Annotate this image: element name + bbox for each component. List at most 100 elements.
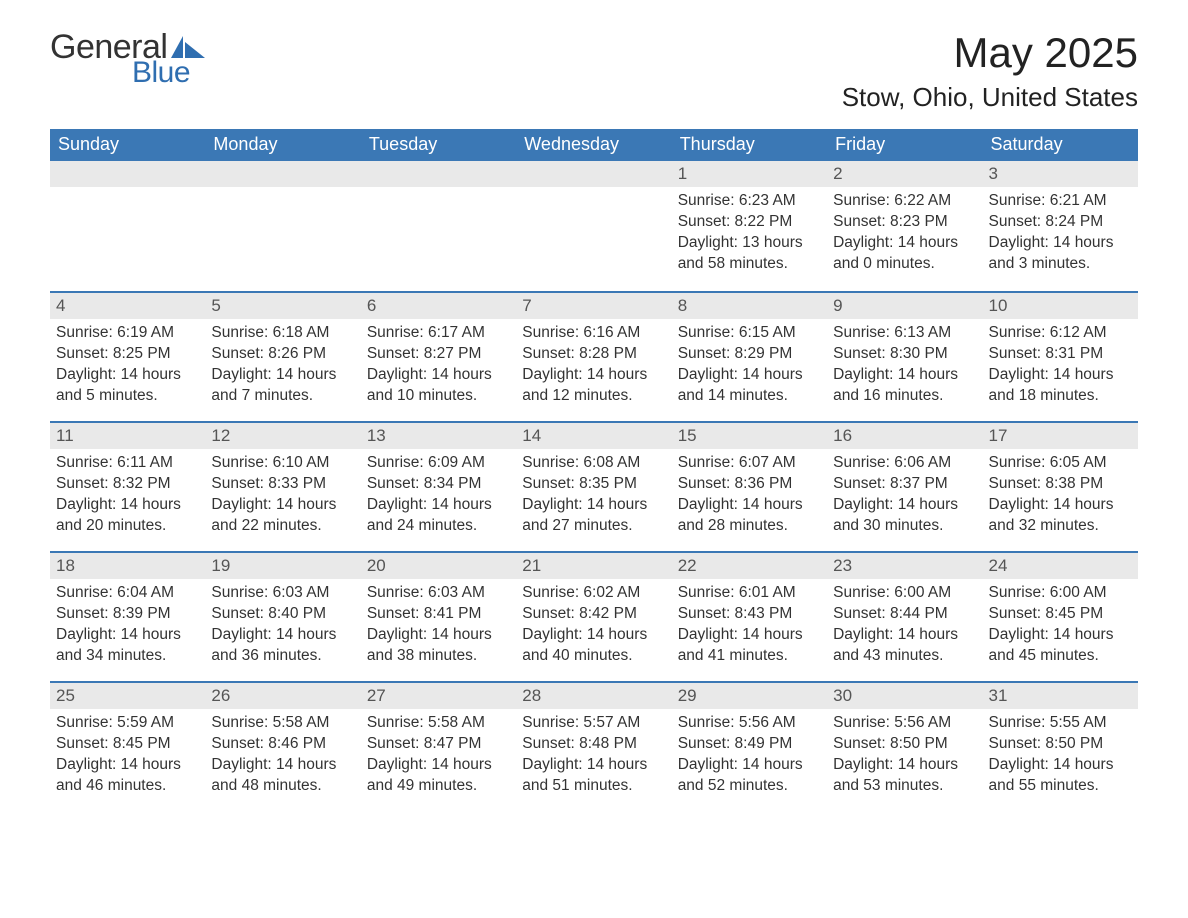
weekday-header: Thursday — [672, 129, 827, 161]
daylight-line-2: and 58 minutes. — [678, 254, 821, 275]
day-number: 11 — [50, 423, 205, 449]
sunset-line: Sunset: 8:36 PM — [678, 474, 821, 495]
sunset-line: Sunset: 8:42 PM — [522, 604, 665, 625]
daylight-line-1: Daylight: 14 hours — [56, 625, 199, 646]
day-number: 23 — [827, 553, 982, 579]
day-cell: 12Sunrise: 6:10 AMSunset: 8:33 PMDayligh… — [205, 423, 360, 551]
day-cell: 24Sunrise: 6:00 AMSunset: 8:45 PMDayligh… — [983, 553, 1138, 681]
sunset-line: Sunset: 8:33 PM — [211, 474, 354, 495]
sunset-line: Sunset: 8:45 PM — [56, 734, 199, 755]
sunset-line: Sunset: 8:50 PM — [989, 734, 1132, 755]
day-cell: 15Sunrise: 6:07 AMSunset: 8:36 PMDayligh… — [672, 423, 827, 551]
daylight-line-1: Daylight: 14 hours — [367, 755, 510, 776]
day-number: 16 — [827, 423, 982, 449]
day-cell: 5Sunrise: 6:18 AMSunset: 8:26 PMDaylight… — [205, 293, 360, 421]
sunset-line: Sunset: 8:30 PM — [833, 344, 976, 365]
day-details: Sunrise: 6:09 AMSunset: 8:34 PMDaylight:… — [367, 453, 510, 537]
daylight-line-1: Daylight: 14 hours — [522, 625, 665, 646]
daylight-line-1: Daylight: 14 hours — [989, 495, 1132, 516]
daylight-line-1: Daylight: 14 hours — [833, 495, 976, 516]
daylight-line-2: and 43 minutes. — [833, 646, 976, 667]
day-details: Sunrise: 6:13 AMSunset: 8:30 PMDaylight:… — [833, 323, 976, 407]
day-details: Sunrise: 6:21 AMSunset: 8:24 PMDaylight:… — [989, 191, 1132, 275]
daylight-line-1: Daylight: 14 hours — [833, 755, 976, 776]
daylight-line-2: and 0 minutes. — [833, 254, 976, 275]
sunset-line: Sunset: 8:22 PM — [678, 212, 821, 233]
sunrise-line: Sunrise: 6:04 AM — [56, 583, 199, 604]
sunrise-line: Sunrise: 5:56 AM — [678, 713, 821, 734]
daylight-line-2: and 38 minutes. — [367, 646, 510, 667]
day-number: 14 — [516, 423, 671, 449]
sunrise-line: Sunrise: 6:13 AM — [833, 323, 976, 344]
daylight-line-2: and 53 minutes. — [833, 776, 976, 797]
day-number — [50, 161, 205, 187]
day-cell: 6Sunrise: 6:17 AMSunset: 8:27 PMDaylight… — [361, 293, 516, 421]
sunset-line: Sunset: 8:38 PM — [989, 474, 1132, 495]
week-row: 18Sunrise: 6:04 AMSunset: 8:39 PMDayligh… — [50, 551, 1138, 681]
sunrise-line: Sunrise: 6:11 AM — [56, 453, 199, 474]
daylight-line-2: and 10 minutes. — [367, 386, 510, 407]
location-title: Stow, Ohio, United States — [842, 82, 1138, 113]
sunrise-line: Sunrise: 5:58 AM — [367, 713, 510, 734]
day-details: Sunrise: 6:12 AMSunset: 8:31 PMDaylight:… — [989, 323, 1132, 407]
sunrise-line: Sunrise: 5:56 AM — [833, 713, 976, 734]
sunrise-line: Sunrise: 6:21 AM — [989, 191, 1132, 212]
daylight-line-2: and 12 minutes. — [522, 386, 665, 407]
day-number: 5 — [205, 293, 360, 319]
day-cell: 22Sunrise: 6:01 AMSunset: 8:43 PMDayligh… — [672, 553, 827, 681]
sunrise-line: Sunrise: 6:08 AM — [522, 453, 665, 474]
day-cell: 21Sunrise: 6:02 AMSunset: 8:42 PMDayligh… — [516, 553, 671, 681]
day-details: Sunrise: 5:55 AMSunset: 8:50 PMDaylight:… — [989, 713, 1132, 797]
daylight-line-2: and 32 minutes. — [989, 516, 1132, 537]
daylight-line-1: Daylight: 14 hours — [56, 365, 199, 386]
sunrise-line: Sunrise: 6:03 AM — [211, 583, 354, 604]
day-details: Sunrise: 6:23 AMSunset: 8:22 PMDaylight:… — [678, 191, 821, 275]
day-cell: 17Sunrise: 6:05 AMSunset: 8:38 PMDayligh… — [983, 423, 1138, 551]
day-cell: 7Sunrise: 6:16 AMSunset: 8:28 PMDaylight… — [516, 293, 671, 421]
day-cell: 29Sunrise: 5:56 AMSunset: 8:49 PMDayligh… — [672, 683, 827, 811]
day-details: Sunrise: 6:17 AMSunset: 8:27 PMDaylight:… — [367, 323, 510, 407]
day-cell: 30Sunrise: 5:56 AMSunset: 8:50 PMDayligh… — [827, 683, 982, 811]
day-details: Sunrise: 5:59 AMSunset: 8:45 PMDaylight:… — [56, 713, 199, 797]
daylight-line-2: and 18 minutes. — [989, 386, 1132, 407]
daylight-line-2: and 49 minutes. — [367, 776, 510, 797]
day-details: Sunrise: 6:00 AMSunset: 8:45 PMDaylight:… — [989, 583, 1132, 667]
sunset-line: Sunset: 8:35 PM — [522, 474, 665, 495]
sunrise-line: Sunrise: 6:00 AM — [833, 583, 976, 604]
weekday-header: Sunday — [50, 129, 205, 161]
weekday-header: Friday — [827, 129, 982, 161]
day-details: Sunrise: 5:56 AMSunset: 8:49 PMDaylight:… — [678, 713, 821, 797]
daylight-line-1: Daylight: 14 hours — [211, 365, 354, 386]
day-details: Sunrise: 6:08 AMSunset: 8:35 PMDaylight:… — [522, 453, 665, 537]
day-details: Sunrise: 6:19 AMSunset: 8:25 PMDaylight:… — [56, 323, 199, 407]
daylight-line-1: Daylight: 14 hours — [522, 495, 665, 516]
sunrise-line: Sunrise: 6:19 AM — [56, 323, 199, 344]
brand-name-part2: Blue — [132, 58, 190, 88]
day-details: Sunrise: 6:16 AMSunset: 8:28 PMDaylight:… — [522, 323, 665, 407]
sunset-line: Sunset: 8:46 PM — [211, 734, 354, 755]
day-number: 1 — [672, 161, 827, 187]
daylight-line-2: and 3 minutes. — [989, 254, 1132, 275]
day-details: Sunrise: 5:56 AMSunset: 8:50 PMDaylight:… — [833, 713, 976, 797]
daylight-line-1: Daylight: 14 hours — [211, 495, 354, 516]
sunset-line: Sunset: 8:50 PM — [833, 734, 976, 755]
weeks-container: 1 Sunrise: 6:23 AMSunset: 8:22 PMDaylight… — [50, 161, 1138, 811]
daylight-line-2: and 45 minutes. — [989, 646, 1132, 667]
daylight-line-1: Daylight: 14 hours — [678, 755, 821, 776]
sunrise-line: Sunrise: 6:00 AM — [989, 583, 1132, 604]
day-cell: 26Sunrise: 5:58 AMSunset: 8:46 PMDayligh… — [205, 683, 360, 811]
sunrise-line: Sunrise: 6:05 AM — [989, 453, 1132, 474]
sunrise-line: Sunrise: 6:06 AM — [833, 453, 976, 474]
day-number — [361, 161, 516, 187]
daylight-line-1: Daylight: 13 hours — [678, 233, 821, 254]
day-cell: 13Sunrise: 6:09 AMSunset: 8:34 PMDayligh… — [361, 423, 516, 551]
sunrise-line: Sunrise: 5:58 AM — [211, 713, 354, 734]
daylight-line-1: Daylight: 14 hours — [989, 233, 1132, 254]
sunrise-line: Sunrise: 6:15 AM — [678, 323, 821, 344]
weekday-header-row: Sunday Monday Tuesday Wednesday Thursday… — [50, 129, 1138, 161]
daylight-line-2: and 5 minutes. — [56, 386, 199, 407]
daylight-line-1: Daylight: 14 hours — [211, 755, 354, 776]
day-number: 8 — [672, 293, 827, 319]
day-cell: 8Sunrise: 6:15 AMSunset: 8:29 PMDaylight… — [672, 293, 827, 421]
daylight-line-1: Daylight: 14 hours — [56, 495, 199, 516]
